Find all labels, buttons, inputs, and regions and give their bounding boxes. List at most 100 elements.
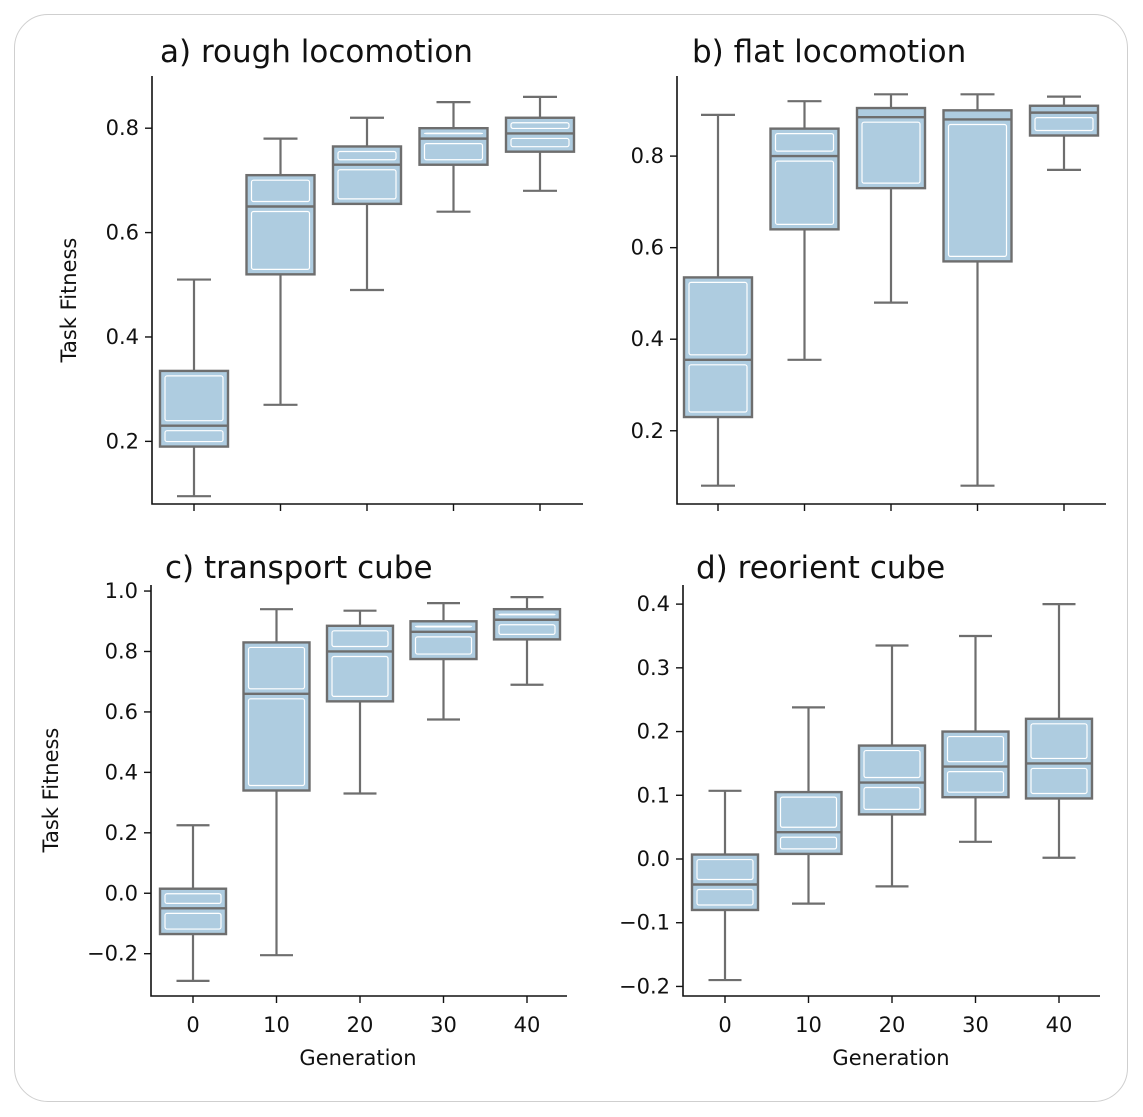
y-tick-label: 0.8 bbox=[106, 116, 139, 140]
iqr-box bbox=[242, 641, 311, 792]
box-highlight bbox=[688, 364, 748, 413]
iqr-box bbox=[158, 887, 228, 936]
box-highlight bbox=[1030, 767, 1088, 795]
axis-spines bbox=[150, 585, 567, 997]
box-highlight bbox=[337, 169, 397, 200]
box-generation-0 bbox=[158, 824, 228, 982]
box-highlight bbox=[861, 121, 921, 184]
iqr-box bbox=[682, 276, 754, 419]
box-highlight bbox=[688, 281, 748, 356]
iqr-box bbox=[857, 744, 927, 816]
iqr-box bbox=[158, 369, 230, 448]
panel-title: c) transport cube bbox=[165, 550, 433, 586]
y-tick-label: 0.2 bbox=[631, 419, 664, 443]
y-tick-label: 0.2 bbox=[105, 821, 138, 845]
box-highlight bbox=[779, 836, 838, 850]
box-generation-0 bbox=[158, 278, 230, 498]
boxes bbox=[158, 95, 576, 498]
box-highlight bbox=[331, 630, 389, 648]
y-tick-label: −0.1 bbox=[619, 911, 670, 935]
x-ticks: 0 10 20 30 40 bbox=[186, 996, 540, 1037]
box-highlight bbox=[164, 375, 224, 422]
x-tick-label: 30 bbox=[962, 1013, 989, 1037]
box-highlight bbox=[1030, 723, 1088, 760]
axis-spines bbox=[151, 76, 583, 505]
box-generation-20 bbox=[857, 644, 927, 888]
box-highlight bbox=[331, 655, 389, 697]
box-generation-40 bbox=[504, 95, 576, 192]
x-ticks bbox=[717, 504, 1065, 511]
y-tick-label: 0.3 bbox=[637, 656, 670, 680]
box-generation-30 bbox=[409, 602, 478, 721]
x-tick-label: 10 bbox=[263, 1013, 290, 1037]
box-highlight bbox=[164, 430, 224, 443]
box-highlight bbox=[774, 133, 835, 152]
y-tick-label: 0.2 bbox=[637, 720, 670, 744]
panel-reorient-cube: d) reorient cube Generation 0.4 0.3 0.2 0.1… bbox=[619, 550, 1100, 1070]
panel-rough-locomotion: a) rough locomotion Task Fitness 0.20.40… bbox=[57, 34, 583, 511]
box-generation-10 bbox=[769, 100, 840, 361]
y-tick-label: 0.6 bbox=[105, 700, 138, 724]
y-ticks: 0.2 0.4 0.6 0.8 bbox=[631, 144, 677, 443]
box-generation-10 bbox=[245, 137, 316, 406]
iqr-box bbox=[942, 109, 1013, 263]
y-ticks: 0.4 0.3 0.2 0.1 0.0 −0.1 −0.2 bbox=[619, 592, 683, 998]
box-highlight bbox=[1034, 117, 1094, 132]
box-generation-40 bbox=[1024, 603, 1094, 859]
y-tick-label: 0.1 bbox=[637, 783, 670, 807]
box-highlight bbox=[774, 160, 835, 225]
x-tick-label: 40 bbox=[1046, 1013, 1073, 1037]
box-highlight bbox=[863, 749, 921, 779]
iqr-box bbox=[245, 173, 316, 276]
box-generation-20 bbox=[855, 93, 927, 304]
box-generation-10 bbox=[242, 608, 311, 957]
x-ticks bbox=[193, 504, 541, 511]
iqr-box bbox=[409, 620, 478, 661]
box-highlight bbox=[946, 771, 1005, 793]
panel-flat-locomotion: b) flat locomotion 0.2 0.4 0.6 0.8 bbox=[631, 34, 1106, 511]
box-highlight bbox=[498, 624, 556, 635]
boxes bbox=[158, 595, 562, 982]
iqr-box bbox=[941, 730, 1010, 799]
x-tick-label: 0 bbox=[186, 1013, 199, 1037]
box-generation-10 bbox=[774, 706, 843, 905]
axis-spines bbox=[682, 585, 1100, 997]
x-tick-label: 20 bbox=[879, 1013, 906, 1037]
x-tick-label: 20 bbox=[347, 1013, 374, 1037]
y-tick-label: 1.0 bbox=[105, 579, 138, 603]
panel-title: a) rough locomotion bbox=[160, 34, 473, 70]
box-highlight bbox=[510, 122, 570, 130]
x-tick-label: 40 bbox=[514, 1013, 541, 1037]
y-tick-label: 0.4 bbox=[106, 325, 139, 349]
box-highlight bbox=[250, 210, 311, 270]
box-highlight bbox=[247, 698, 306, 787]
y-axis-label: Task Fitness bbox=[39, 728, 63, 854]
y-ticks: 0.2 0.4 0.6 0.8 bbox=[106, 116, 152, 453]
panel-transport-cube: c) transport cube Task Fitness Generatio… bbox=[39, 550, 567, 1070]
box-generation-30 bbox=[942, 93, 1013, 487]
y-tick-label: 0.6 bbox=[106, 221, 139, 245]
axis-spines bbox=[676, 76, 1106, 505]
box-generation-20 bbox=[325, 609, 395, 795]
box-generation-20 bbox=[331, 116, 403, 292]
box-highlight bbox=[164, 893, 222, 904]
panel-title: b) flat locomotion bbox=[692, 34, 966, 70]
y-tick-label: 0.0 bbox=[105, 881, 138, 905]
box-generation-40 bbox=[492, 595, 562, 686]
boxes bbox=[682, 93, 1100, 487]
boxes bbox=[690, 603, 1094, 982]
box-generation-0 bbox=[682, 113, 754, 487]
iqr-box bbox=[855, 106, 927, 190]
box-highlight bbox=[863, 786, 921, 810]
box-highlight bbox=[247, 646, 306, 690]
x-tick-label: 30 bbox=[430, 1013, 457, 1037]
box-highlight bbox=[164, 912, 222, 930]
y-tick-label: 0.4 bbox=[637, 592, 670, 616]
y-tick-label: 0.2 bbox=[106, 429, 139, 453]
x-ticks: 0 10 20 30 40 bbox=[718, 996, 1072, 1037]
box-highlight bbox=[423, 143, 484, 161]
x-axis-label: Generation bbox=[832, 1046, 949, 1070]
iqr-box bbox=[774, 790, 843, 856]
box-generation-30 bbox=[941, 634, 1010, 843]
